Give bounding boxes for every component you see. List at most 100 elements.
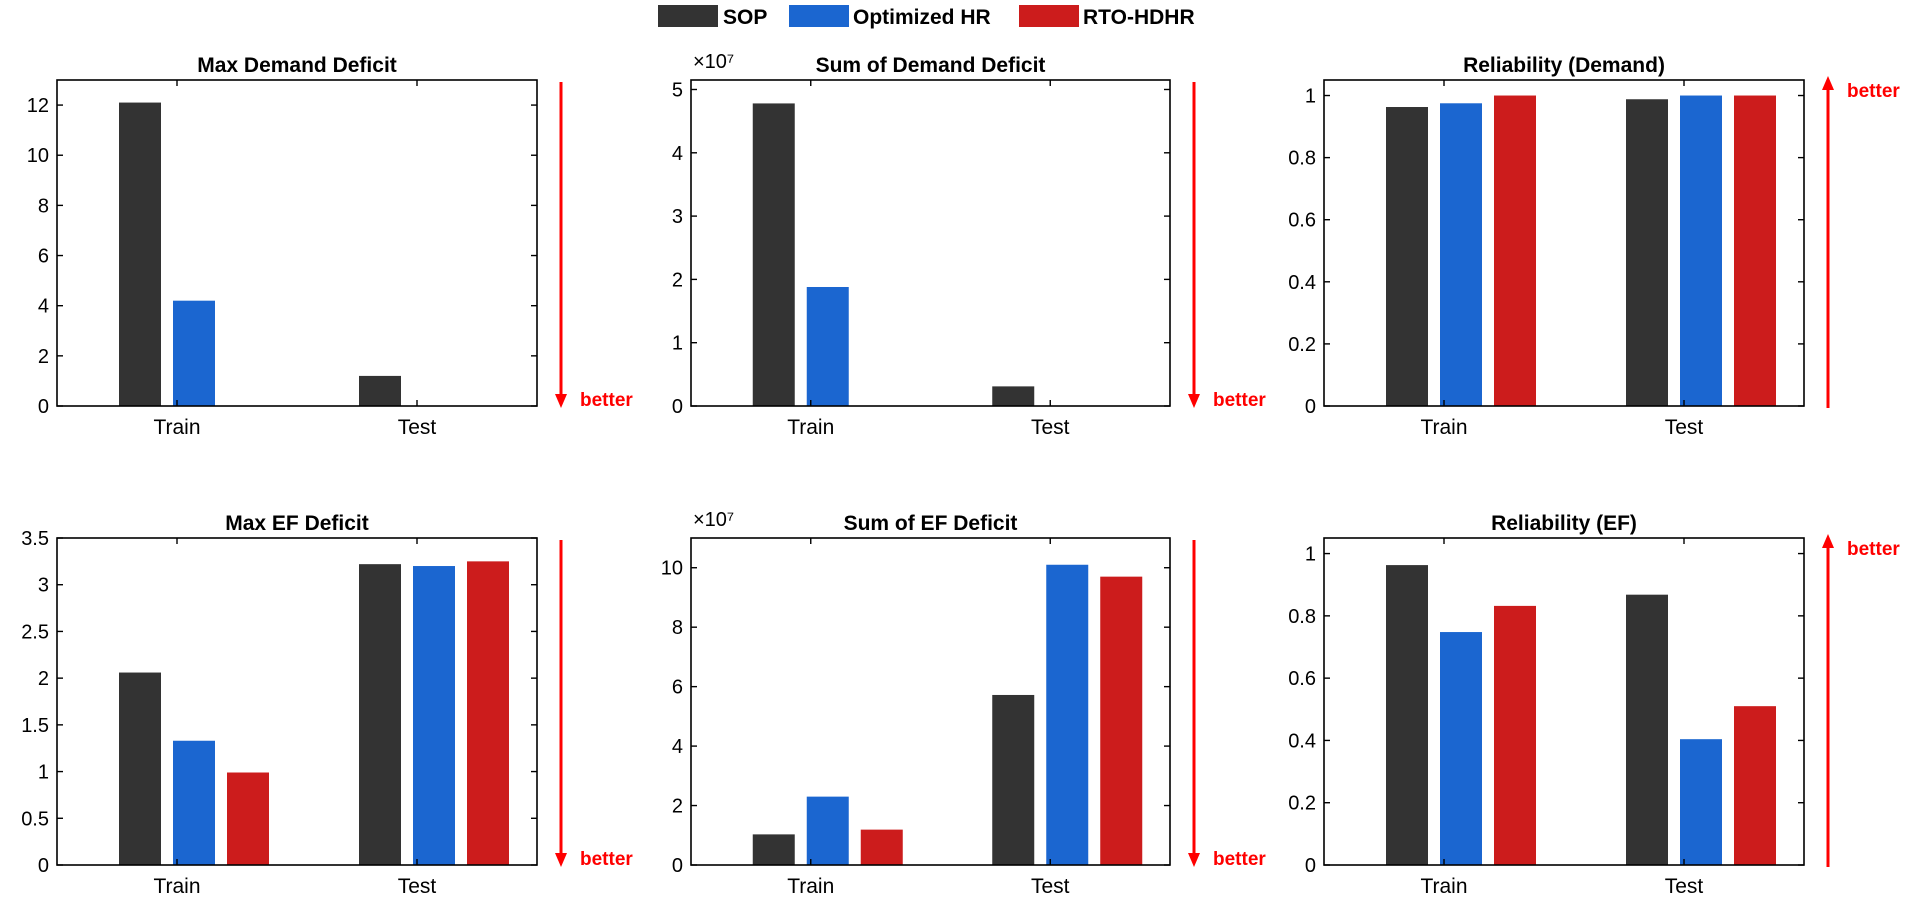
y-tick-label: 0 bbox=[1305, 396, 1316, 418]
axes-box bbox=[1323, 79, 1805, 407]
chart-title: Max Demand Deficit bbox=[197, 54, 397, 77]
bar-sop-train bbox=[752, 103, 795, 406]
y-tick-label: 10 bbox=[27, 145, 49, 167]
chart-title: Reliability (Demand) bbox=[1463, 54, 1665, 77]
chart-title: Max EF Deficit bbox=[225, 512, 369, 535]
y-tick-label: 0.2 bbox=[1288, 793, 1316, 815]
bar-rto-hdhr-test bbox=[1100, 576, 1143, 865]
better-label: better bbox=[580, 390, 633, 411]
legend-label-optimized-hr: Optimized HR bbox=[853, 6, 991, 29]
y-tick-label: 0.6 bbox=[1288, 210, 1316, 232]
bar-rto-hdhr-test bbox=[1734, 706, 1776, 865]
chart-panel-max-ef-deficit: 0 0.5 1 1.5 2 2.5 3 3.5 Train Test Max EF Deficit b… bbox=[21, 512, 633, 898]
bar-sop-test bbox=[359, 375, 401, 406]
bar-optimized-hr-test bbox=[413, 566, 455, 865]
y-tick-label: 6 bbox=[672, 677, 683, 699]
y-tick-label: 3.5 bbox=[21, 528, 49, 550]
x-tick-label: Train bbox=[1420, 875, 1467, 898]
bar-optimized-hr-train bbox=[1440, 632, 1482, 865]
x-tick-label: Test bbox=[1031, 416, 1070, 439]
better-label: better bbox=[1213, 390, 1266, 411]
chart-title: Sum of EF Deficit bbox=[844, 512, 1018, 535]
x-tick-label: Train bbox=[787, 875, 834, 898]
chart-panel-max-demand-deficit: 0 2 4 6 8 10 12 Train Test Max Demand Deficit bett… bbox=[27, 54, 634, 439]
bar-sop-train bbox=[752, 834, 795, 865]
better-arrow-down: better bbox=[555, 82, 633, 411]
y-tick-label: 2 bbox=[672, 269, 683, 291]
y-tick-label: 3 bbox=[672, 206, 683, 228]
y-exponent-label: ×10⁷ bbox=[693, 509, 734, 531]
y-tick-label: 0 bbox=[672, 396, 683, 418]
y-tick-label: 3 bbox=[38, 575, 49, 597]
y-tick-label: 0.4 bbox=[1288, 272, 1316, 294]
y-tick-label: 8 bbox=[38, 195, 49, 217]
y-tick-label: 2 bbox=[672, 796, 683, 818]
bar-sop-test bbox=[992, 386, 1035, 406]
x-tick-label: Train bbox=[153, 416, 200, 439]
y-tick-label: 8 bbox=[672, 617, 683, 639]
axes-box bbox=[690, 79, 1171, 407]
y-tick-label: 0.8 bbox=[1288, 606, 1316, 628]
legend-swatch-optimized-hr bbox=[789, 5, 849, 27]
arrow-head-up-icon bbox=[1822, 76, 1834, 90]
y-tick-label: 0 bbox=[1305, 855, 1316, 877]
x-tick-label: Train bbox=[787, 416, 834, 439]
legend-swatch-rto-hdhr bbox=[1019, 5, 1079, 27]
y-tick-label: 1 bbox=[38, 762, 49, 784]
chart-panel-reliability-demand: 0 0.2 0.4 0.6 0.8 1 Train Test Reliability (Dema… bbox=[1288, 54, 1900, 439]
arrow-head-down-icon bbox=[1188, 853, 1200, 867]
better-arrow-down: better bbox=[1188, 82, 1266, 411]
y-tick-label: 2.5 bbox=[21, 621, 49, 643]
x-tick-label: Test bbox=[1031, 875, 1070, 898]
x-tick-label: Train bbox=[153, 875, 200, 898]
y-tick-label: 1.5 bbox=[21, 715, 49, 737]
bar-rto-hdhr-train bbox=[227, 772, 269, 865]
bar-optimized-hr-test bbox=[1680, 739, 1722, 865]
y-tick-label: 5 bbox=[672, 79, 683, 101]
y-tick-label: 0.5 bbox=[21, 808, 49, 830]
chart-title: Sum of Demand Deficit bbox=[816, 54, 1046, 77]
y-tick-label: 10 bbox=[661, 558, 683, 580]
legend-label-sop: SOP bbox=[723, 6, 767, 29]
bar-rto-hdhr-train bbox=[1494, 95, 1536, 407]
bar-optimized-hr-train bbox=[1440, 103, 1482, 407]
bar-sop-train bbox=[1386, 107, 1428, 407]
y-tick-label: 12 bbox=[27, 95, 49, 117]
chart-panel-sum-of-ef-deficit: 0 2 4 6 8 10 Train Test Sum of EF Deficit ×10⁷ bet… bbox=[661, 509, 1267, 898]
better-arrow-up: better bbox=[1822, 534, 1900, 867]
bar-optimized-hr-test bbox=[1680, 95, 1722, 407]
bar-optimized-hr-train bbox=[173, 740, 215, 865]
y-tick-label: 1 bbox=[672, 333, 683, 355]
legend-swatch-sop bbox=[658, 5, 718, 27]
bar-rto-hdhr-train bbox=[860, 829, 903, 865]
arrow-head-down-icon bbox=[555, 394, 567, 408]
x-tick-label: Test bbox=[398, 875, 437, 898]
better-label: better bbox=[580, 849, 633, 870]
legend-label-rto-hdhr: RTO-HDHR bbox=[1083, 6, 1195, 29]
y-tick-label: 0 bbox=[38, 855, 49, 877]
better-arrow-down: better bbox=[1188, 540, 1266, 870]
y-tick-label: 2 bbox=[38, 346, 49, 368]
y-exponent-label: ×10⁷ bbox=[693, 51, 734, 73]
y-tick-label: 4 bbox=[38, 296, 49, 318]
x-tick-label: Test bbox=[1665, 875, 1704, 898]
axes-box bbox=[56, 79, 538, 407]
bar-sop-test bbox=[359, 564, 401, 865]
arrow-head-down-icon bbox=[555, 853, 567, 867]
x-tick-label: Test bbox=[398, 416, 437, 439]
y-tick-label: 1 bbox=[1305, 86, 1316, 108]
better-arrow-down: better bbox=[555, 540, 633, 870]
bar-optimized-hr-test bbox=[1046, 564, 1089, 865]
bar-rto-hdhr-test bbox=[1734, 95, 1776, 407]
bar-optimized-hr-train bbox=[806, 286, 849, 406]
y-tick-label: 0.4 bbox=[1288, 730, 1316, 752]
bar-sop-test bbox=[1626, 99, 1668, 407]
axes-box bbox=[690, 537, 1171, 866]
chart-panel-reliability-ef: 0 0.2 0.4 0.6 0.8 1 Train Test Reliability (EF) b… bbox=[1288, 512, 1900, 898]
axes-box bbox=[1323, 537, 1805, 866]
y-tick-label: 0.6 bbox=[1288, 668, 1316, 690]
better-label: better bbox=[1213, 849, 1266, 870]
y-tick-label: 0 bbox=[38, 396, 49, 418]
y-tick-label: 1 bbox=[1305, 544, 1316, 566]
